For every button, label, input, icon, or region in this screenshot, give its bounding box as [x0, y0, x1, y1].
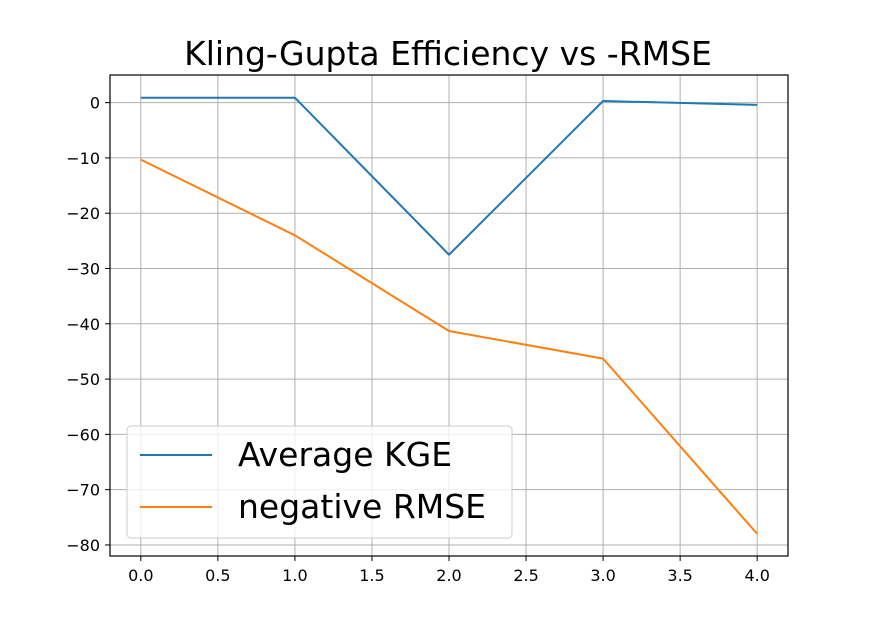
x-tick-label: 2.0: [436, 566, 461, 585]
legend-label-1: negative RMSE: [238, 487, 486, 526]
x-tick-label: 1.0: [282, 566, 307, 585]
y-tick-label: −50: [66, 370, 100, 389]
x-tick-label: 1.5: [359, 566, 384, 585]
series-lines: [140, 96, 758, 535]
x-tick-label: 3.0: [590, 566, 615, 585]
chart-title: Kling-Gupta Efficiency vs -RMSE: [184, 34, 712, 73]
legend-label-0: Average KGE: [238, 435, 452, 474]
axis-ticks: 0.0 0.5 1.0 1.5 2.0 2.5 3.0 3.5 4.0 0 −10 −20 −30 −40…: [66, 94, 770, 585]
y-tick-label: −10: [66, 149, 100, 168]
x-tick-label: 2.5: [513, 566, 538, 585]
y-tick-label: −30: [66, 260, 100, 279]
x-tick-label: 0.5: [205, 566, 230, 585]
series-line-1: [140, 158, 758, 535]
y-tick-label: −70: [66, 481, 100, 500]
y-tick-label: 0: [90, 94, 100, 113]
y-tick-label: −80: [66, 536, 100, 555]
legend-box: [126, 425, 513, 539]
x-tick-label: 4.0: [744, 566, 769, 585]
y-tick-label: −40: [66, 315, 100, 334]
series-line-0: [140, 96, 758, 256]
legend: Average KGE negative RMSE: [126, 425, 513, 539]
y-tick-label: −20: [66, 204, 100, 223]
x-tick-label: 3.5: [667, 566, 692, 585]
y-tick-label: −60: [66, 425, 100, 444]
x-tick-label: 0.0: [128, 566, 153, 585]
